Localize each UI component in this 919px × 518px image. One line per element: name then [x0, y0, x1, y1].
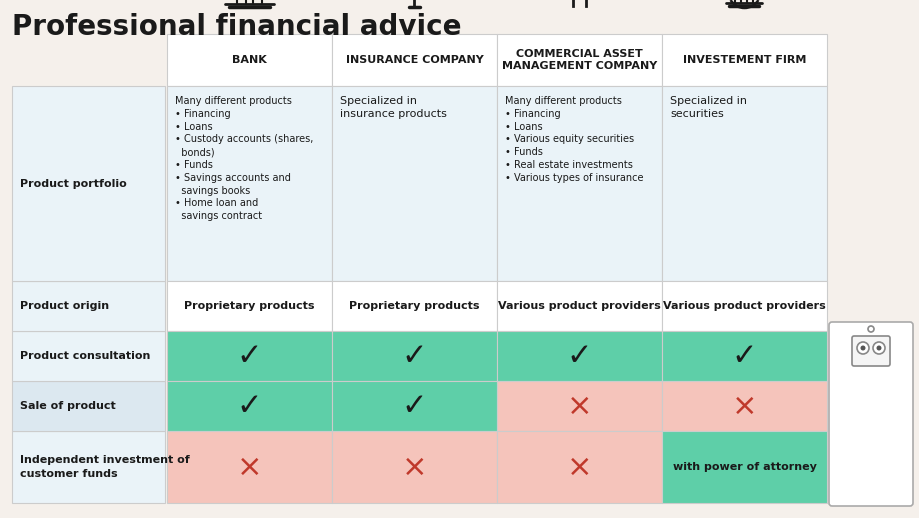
Bar [12, 431, 165, 503]
Text: Increasingly
supported
by robo-
advising: Increasingly supported by robo- advising [834, 370, 906, 417]
Bar [662, 86, 826, 281]
Text: COMMERCIAL ASSET
MANAGEMENT COMPANY: COMMERCIAL ASSET MANAGEMENT COMPANY [502, 49, 656, 71]
Bar [167, 86, 332, 281]
Text: ×: × [402, 453, 426, 482]
Bar [167, 331, 332, 381]
Text: Various product providers: Various product providers [497, 301, 660, 311]
Bar [496, 381, 662, 431]
Bar [332, 34, 496, 86]
Bar [496, 281, 662, 331]
Circle shape [867, 326, 873, 332]
Text: Professional financial advice: Professional financial advice [12, 13, 461, 41]
Bar [332, 381, 496, 431]
Text: BANK: BANK [232, 55, 267, 65]
Text: Specialized in
securities: Specialized in securities [669, 96, 746, 119]
FancyBboxPatch shape [828, 322, 912, 506]
Text: Product consultation: Product consultation [20, 351, 150, 361]
Circle shape [857, 342, 868, 354]
Bar [167, 281, 332, 331]
Text: ✓: ✓ [236, 392, 262, 421]
Text: ✓: ✓ [566, 341, 592, 370]
Bar [496, 34, 662, 86]
Text: with power of attorney: with power of attorney [672, 462, 815, 472]
Bar [12, 281, 165, 331]
Text: ✓: ✓ [731, 341, 756, 370]
Circle shape [872, 342, 884, 354]
Bar [12, 381, 165, 431]
Text: ✓: ✓ [236, 341, 262, 370]
Bar [332, 431, 496, 503]
Text: Sale of product: Sale of product [20, 401, 116, 411]
Text: ×: × [566, 453, 592, 482]
Circle shape [876, 346, 880, 351]
Text: Various product providers: Various product providers [663, 301, 825, 311]
Text: Proprietary products: Proprietary products [349, 301, 479, 311]
Bar [662, 431, 826, 503]
Bar [332, 331, 496, 381]
Bar [662, 281, 826, 331]
Text: INVESTEMENT FIRM: INVESTEMENT FIRM [682, 55, 805, 65]
Text: Independent investment of
customer funds: Independent investment of customer funds [20, 455, 189, 479]
FancyBboxPatch shape [851, 336, 889, 366]
Bar [662, 331, 826, 381]
Text: Product portfolio: Product portfolio [20, 179, 127, 189]
Text: ×: × [731, 392, 756, 421]
Text: INSURANCE COMPANY: INSURANCE COMPANY [346, 55, 482, 65]
Text: ✓: ✓ [402, 392, 426, 421]
Bar [12, 331, 165, 381]
Text: Many different products
• Financing
• Loans
• Custody accounts (shares,
  bonds): Many different products • Financing • Lo… [175, 96, 313, 221]
Bar [332, 281, 496, 331]
Text: Many different products
• Financing
• Loans
• Various equity securities
• Funds
: Many different products • Financing • Lo… [505, 96, 642, 183]
Text: ×: × [566, 392, 592, 421]
Bar [496, 331, 662, 381]
Circle shape [859, 346, 865, 351]
Bar [167, 34, 332, 86]
Bar [167, 381, 332, 431]
Text: Specialized in
insurance products: Specialized in insurance products [340, 96, 447, 119]
Bar [496, 86, 662, 281]
Bar [332, 86, 496, 281]
Text: ✓: ✓ [402, 341, 426, 370]
Text: ×: × [236, 453, 262, 482]
Bar [662, 381, 826, 431]
Text: Proprietary products: Proprietary products [184, 301, 314, 311]
Bar [12, 86, 165, 281]
Bar [496, 431, 662, 503]
Text: Product origin: Product origin [20, 301, 109, 311]
Bar [167, 431, 332, 503]
Bar [662, 34, 826, 86]
